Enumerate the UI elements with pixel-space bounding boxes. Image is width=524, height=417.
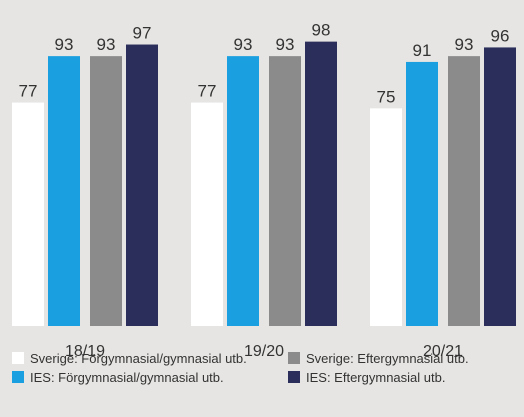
value-label: 98 [312,21,331,40]
bar [227,56,259,326]
value-label: 93 [276,35,295,54]
legend-swatch [12,352,24,364]
value-label: 91 [413,41,432,60]
legend-label: Sverige: Förgymnasial/gymnasial utb. [30,351,247,366]
value-label: 77 [19,82,38,101]
value-label: 77 [198,82,217,101]
legend-swatch [12,371,24,383]
value-label: 75 [377,87,396,106]
bar [305,41,337,326]
legend-label: IES: Eftergymnasial utb. [306,370,445,385]
bar [484,47,516,327]
x-tick-label: 20/21 [423,343,463,360]
legend-label: Sverige: Eftergymnasial utb. [306,351,469,366]
legend-swatch [288,371,300,383]
bar [406,61,438,326]
x-tick-label: 18/19 [65,343,105,360]
bar [370,108,402,326]
bar [90,56,122,326]
value-label: 93 [455,35,474,54]
value-label: 93 [97,35,116,54]
bar [126,44,158,326]
value-label: 93 [234,35,253,54]
bar [269,56,301,326]
bar [448,56,480,326]
legend-swatch [288,352,300,364]
bar [48,56,80,326]
bar [191,102,223,326]
x-tick-label: 19/20 [244,343,284,360]
value-label: 96 [491,26,510,45]
legend-label: IES: Förgymnasial/gymnasial utb. [30,370,224,385]
bar [12,102,44,326]
value-label: 93 [55,35,74,54]
value-label: 97 [133,24,152,43]
